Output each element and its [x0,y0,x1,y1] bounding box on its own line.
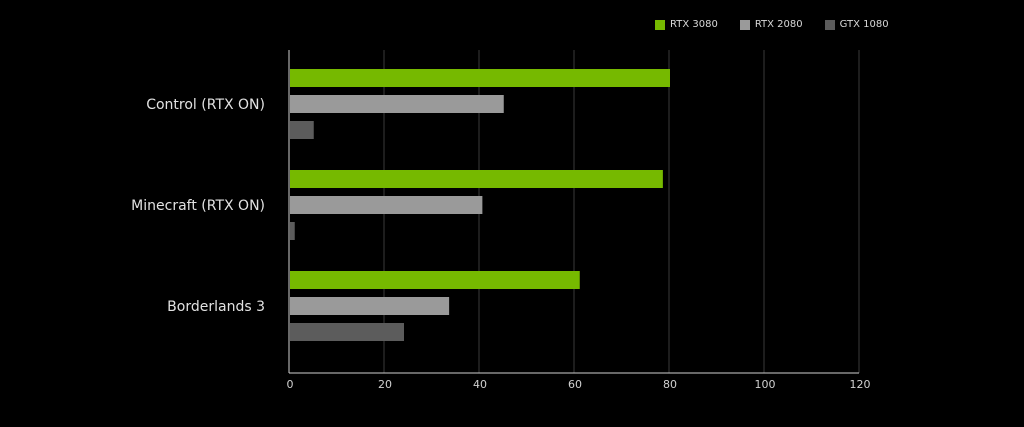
legend-swatch-rtx-2080 [739,19,750,30]
bar-rtx-2080-2 [290,297,450,315]
bar-rtx-2080-0 [290,95,504,113]
legend-label-gtx-1080: GTX 1080 [839,19,889,30]
x-tick-label: 40 [473,378,487,391]
category-label: Minecraft (RTX ON) [131,198,265,214]
bar-gtx-1080-2 [290,323,404,341]
bar-gtx-1080-1 [290,222,295,240]
x-tick-label: 0 [287,378,294,391]
bar-rtx-3080-2 [290,271,580,289]
category-labels: Control (RTX ON) Minecraft (RTX ON) Border… [131,97,265,315]
x-tick-label: 100 [755,378,776,391]
bar-rtx-2080-1 [290,196,483,214]
legend-item-rtx-3080: RTX 3080 [655,19,718,30]
x-tick-label: 80 [663,378,677,391]
x-tick-label: 120 [850,378,871,391]
x-tick-label: 20 [378,378,392,391]
legend-item-rtx-2080: RTX 2080 [739,19,803,30]
category-label: Control (RTX ON) [146,97,265,113]
legend-label-rtx-3080: RTX 3080 [670,19,718,30]
category-label: Borderlands 3 [167,299,265,315]
legend-label-rtx-2080: RTX 2080 [754,19,803,30]
legend-swatch-rtx-3080 [655,19,665,30]
x-tick-label: 60 [568,378,582,391]
bars [290,69,670,341]
bar-rtx-3080-0 [290,69,670,87]
bar-gtx-1080-0 [290,121,314,139]
legend-swatch-gtx-1080 [824,19,835,30]
axes [288,50,859,374]
legend-item-gtx-1080: GTX 1080 [824,19,889,30]
bar-rtx-3080-1 [290,170,663,188]
legend: RTX 3080 RTX 2080 GTX 1080 [655,19,889,30]
x-tick-labels: 0 20 40 60 80 100 120 [287,378,871,391]
